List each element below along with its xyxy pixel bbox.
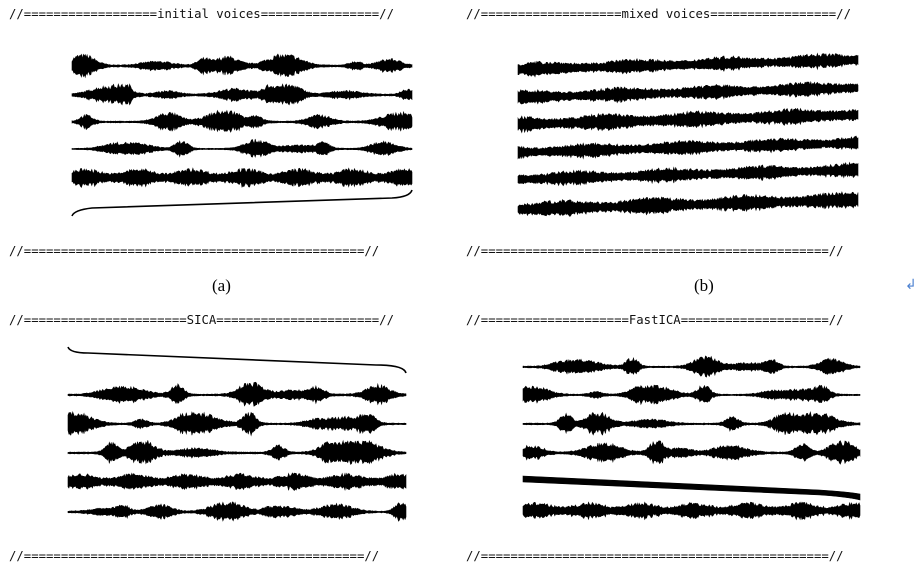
waveform-track-5 — [517, 161, 859, 187]
waveform-panel-sica — [67, 346, 407, 522]
waveform-track-3 — [522, 411, 861, 436]
waveform-track-3 — [71, 109, 413, 133]
waveform-track-2 — [71, 83, 413, 106]
waveform-track-4 — [522, 440, 861, 465]
waveform-track-2 — [517, 80, 859, 105]
separator-bottom-a: //======================================… — [9, 244, 380, 258]
caption-a: (a) — [212, 276, 231, 295]
separator-fastica: //====================FastICA===========… — [466, 313, 844, 327]
separator-sica: //======================SICA============… — [9, 313, 394, 327]
waveform-track-5 — [67, 472, 407, 492]
waveform-track-2 — [522, 384, 861, 406]
waveform-track-3 — [67, 411, 407, 437]
waveform-track-4 — [71, 138, 413, 158]
waveform-track-1 — [71, 53, 413, 79]
waveform-track-4 — [517, 135, 859, 160]
waveform-track-1 — [522, 355, 861, 378]
waveform-track-4 — [67, 439, 407, 465]
waveform-track-6 — [71, 189, 413, 217]
waveform-track-3 — [517, 107, 859, 134]
separator-bottom-b: //======================================… — [466, 244, 844, 258]
waveform-track-2 — [67, 381, 407, 407]
separator-initial-voices: //==================initial voices======… — [9, 7, 394, 21]
separator-mixed-voices: //===================mixed voices=======… — [466, 7, 851, 21]
waveform-track-6 — [517, 191, 859, 217]
waveform-track-6 — [67, 501, 407, 522]
waveform-track-5 — [71, 167, 413, 188]
waveform-panel-initial-voices — [71, 53, 413, 217]
waveform-track-1 — [67, 346, 407, 374]
separator-bottom-d: //======================================… — [466, 549, 844, 563]
return-mark-icon: ↲ — [905, 277, 917, 293]
waveform-panel-fastica — [522, 355, 861, 521]
waveform-panel-mixed-voices — [517, 52, 859, 217]
waveform-track-6 — [522, 501, 861, 521]
waveform-track-1 — [517, 52, 859, 78]
separator-bottom-c: //======================================… — [9, 549, 380, 563]
waveform-track-5 — [522, 475, 861, 501]
caption-b: (b) — [694, 276, 714, 295]
